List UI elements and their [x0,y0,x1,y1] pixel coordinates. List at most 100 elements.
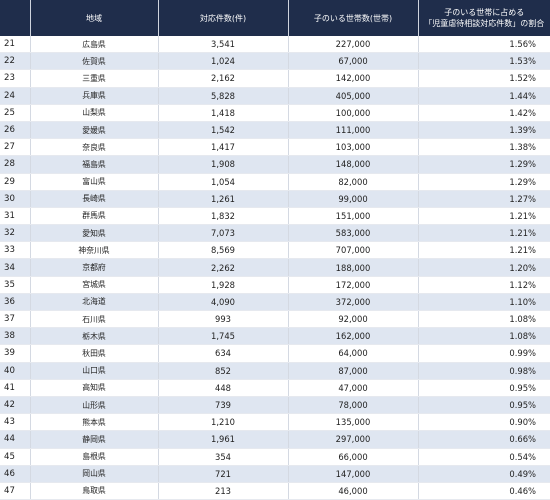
ratio-cell: 1.53% [418,53,550,70]
households-cell: 47,000 [288,379,418,396]
header-row: 地域 対応件数(件) 子のいる世帯数(世帯) 子のいる世帯に占める 「児童虐待相… [0,0,550,36]
households-cell: 162,000 [288,328,418,345]
households-cell: 67,000 [288,53,418,70]
rank-cell: 40 [0,362,30,379]
region-cell: 愛知県 [30,225,158,242]
region-cell: 鳥取県 [30,482,158,499]
region-cell: 山梨県 [30,104,158,121]
ratio-cell: 1.44% [418,87,550,104]
rank-cell: 25 [0,104,30,121]
cases-cell: 852 [158,362,288,379]
header-ratio: 子のいる世帯に占める 「児童虐待相談対応件数」の割合 [418,0,550,36]
households-cell: 151,000 [288,207,418,224]
rank-cell: 21 [0,36,30,53]
ratio-cell: 0.98% [418,362,550,379]
table-header: 地域 対応件数(件) 子のいる世帯数(世帯) 子のいる世帯に占める 「児童虐待相… [0,0,550,36]
ratio-cell: 1.27% [418,190,550,207]
households-cell: 64,000 [288,345,418,362]
households-cell: 135,000 [288,414,418,431]
rank-cell: 32 [0,225,30,242]
ratio-cell: 1.08% [418,328,550,345]
ratio-cell: 0.95% [418,396,550,413]
households-cell: 405,000 [288,87,418,104]
region-cell: 秋田県 [30,345,158,362]
ratio-cell: 1.12% [418,276,550,293]
cases-cell: 1,908 [158,156,288,173]
rank-cell: 43 [0,414,30,431]
households-cell: 111,000 [288,121,418,138]
households-cell: 142,000 [288,70,418,87]
region-cell: 三重県 [30,70,158,87]
households-cell: 707,000 [288,242,418,259]
rank-cell: 33 [0,242,30,259]
cases-cell: 4,090 [158,293,288,310]
households-cell: 172,000 [288,276,418,293]
rank-cell: 44 [0,431,30,448]
rank-cell: 23 [0,70,30,87]
rank-cell: 42 [0,396,30,413]
households-cell: 227,000 [288,36,418,53]
region-cell: 宮城県 [30,276,158,293]
cases-cell: 993 [158,311,288,328]
region-cell: 群馬県 [30,207,158,224]
ratio-cell: 0.66% [418,431,550,448]
cases-cell: 8,569 [158,242,288,259]
region-cell: 福島県 [30,156,158,173]
ratio-cell: 1.08% [418,311,550,328]
rank-cell: 29 [0,173,30,190]
header-rank [0,0,30,36]
ratio-cell: 1.38% [418,139,550,156]
ratio-cell: 1.42% [418,104,550,121]
households-cell: 82,000 [288,173,418,190]
rank-cell: 47 [0,482,30,499]
cases-cell: 1,418 [158,104,288,121]
cases-cell: 634 [158,345,288,362]
region-cell: 広島県 [30,36,158,53]
region-cell: 島根県 [30,448,158,465]
region-cell: 佐賀県 [30,53,158,70]
cases-cell: 2,262 [158,259,288,276]
ratio-cell: 0.99% [418,345,550,362]
households-cell: 99,000 [288,190,418,207]
households-cell: 103,000 [288,139,418,156]
cases-cell: 354 [158,448,288,465]
header-region: 地域 [30,0,158,36]
region-cell: 愛媛県 [30,121,158,138]
region-cell: 京都府 [30,259,158,276]
region-cell: 静岡県 [30,431,158,448]
rank-cell: 39 [0,345,30,362]
rank-cell: 41 [0,379,30,396]
ratio-cell: 0.54% [418,448,550,465]
cases-cell: 3,541 [158,36,288,53]
cases-cell: 448 [158,379,288,396]
ratio-cell: 1.29% [418,156,550,173]
region-cell: 兵庫県 [30,87,158,104]
cases-cell: 5,828 [158,87,288,104]
ratio-cell: 0.46% [418,482,550,499]
ratio-cell: 1.21% [418,207,550,224]
ratio-cell: 1.39% [418,121,550,138]
ratio-cell: 1.21% [418,225,550,242]
ratio-cell: 0.95% [418,379,550,396]
rank-cell: 24 [0,87,30,104]
rank-cell: 46 [0,465,30,482]
cases-cell: 1,745 [158,328,288,345]
rank-cell: 45 [0,448,30,465]
